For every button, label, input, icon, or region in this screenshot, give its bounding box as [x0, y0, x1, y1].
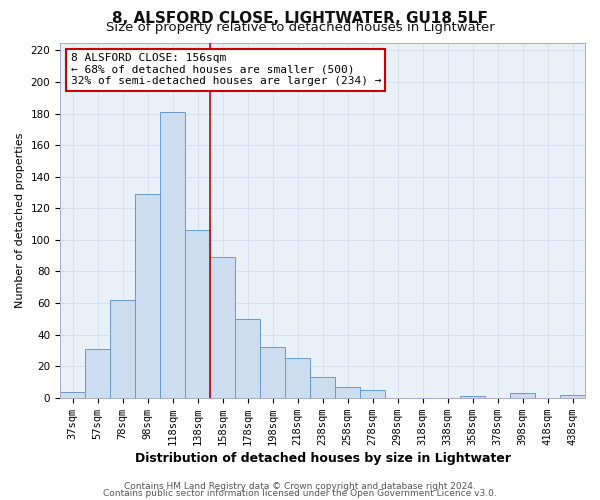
Y-axis label: Number of detached properties: Number of detached properties	[15, 132, 25, 308]
Text: Contains public sector information licensed under the Open Government Licence v3: Contains public sector information licen…	[103, 489, 497, 498]
Text: Size of property relative to detached houses in Lightwater: Size of property relative to detached ho…	[106, 21, 494, 34]
X-axis label: Distribution of detached houses by size in Lightwater: Distribution of detached houses by size …	[134, 452, 511, 465]
Bar	[235, 319, 260, 398]
Bar	[185, 230, 210, 398]
Bar	[285, 358, 310, 398]
Bar	[85, 349, 110, 398]
Text: 8, ALSFORD CLOSE, LIGHTWATER, GU18 5LF: 8, ALSFORD CLOSE, LIGHTWATER, GU18 5LF	[112, 11, 488, 26]
Bar	[135, 194, 160, 398]
Text: Contains HM Land Registry data © Crown copyright and database right 2024.: Contains HM Land Registry data © Crown c…	[124, 482, 476, 491]
Bar	[460, 396, 485, 398]
Bar	[510, 393, 535, 398]
Bar	[110, 300, 135, 398]
Bar	[560, 394, 585, 398]
Bar	[60, 392, 85, 398]
Bar	[260, 348, 285, 398]
Text: 8 ALSFORD CLOSE: 156sqm
← 68% of detached houses are smaller (500)
32% of semi-d: 8 ALSFORD CLOSE: 156sqm ← 68% of detache…	[71, 53, 381, 86]
Bar	[310, 378, 335, 398]
Bar	[210, 258, 235, 398]
Bar	[360, 390, 385, 398]
Bar	[335, 387, 360, 398]
Bar	[160, 112, 185, 398]
